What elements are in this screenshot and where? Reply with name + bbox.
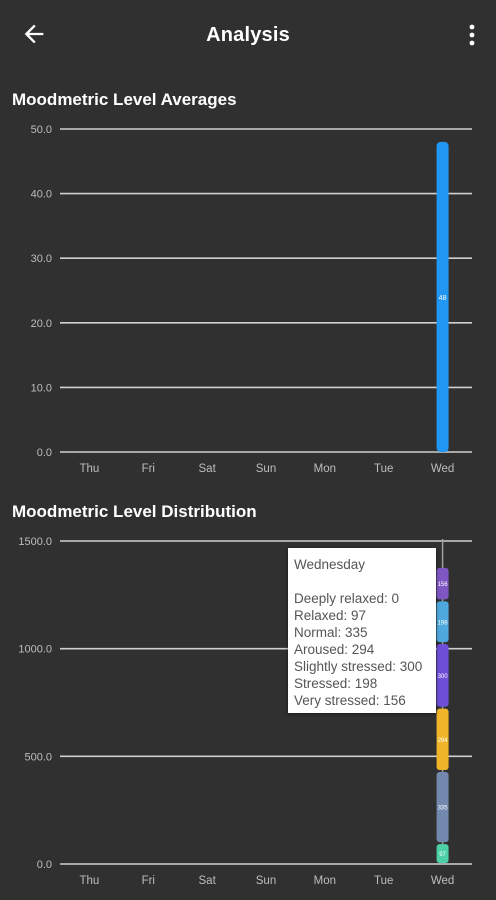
segment-value-label: 97 [439, 852, 446, 858]
arrow-left-icon[interactable] [20, 20, 48, 48]
distribution-section-title: Moodmetric Level Distribution [12, 502, 257, 521]
tooltip-line: Stressed: 198 [294, 676, 378, 691]
more-vert-icon[interactable] [466, 22, 478, 48]
y-tick-label: 1500.0 [18, 536, 52, 548]
average-bar[interactable] [436, 141, 449, 453]
x-tick-label: Fri [142, 875, 155, 887]
x-tick-label: Fri [142, 463, 155, 475]
tooltip-day: Wednesday [294, 557, 366, 572]
x-tick-label: Thu [80, 875, 100, 887]
y-tick-label: 30.0 [31, 253, 52, 265]
x-tick-label: Thu [80, 463, 100, 475]
distribution-segment[interactable] [436, 644, 449, 707]
segment-value-label: 198 [438, 620, 449, 626]
x-tick-label: Sun [256, 875, 276, 887]
averages-chart: 0.0 10.0 20.0 30.0 40.0 50.0 Thu Fri Sat Sun Mon Tu… [31, 124, 472, 475]
distribution-segment[interactable] [436, 771, 449, 843]
x-tick-label: Wed [431, 875, 454, 887]
app-bar: Analysis [0, 0, 496, 70]
x-tick-label: Sat [199, 875, 217, 887]
distribution-segment[interactable] [436, 567, 449, 600]
bar-value-label: 48 [439, 295, 447, 302]
tooltip-line: Deeply relaxed: 0 [294, 591, 400, 606]
segment-value-label: 335 [438, 806, 449, 812]
x-tick-label: Mon [314, 463, 336, 475]
y-tick-label: 20.0 [31, 318, 52, 330]
y-tick-label: 0.0 [37, 447, 52, 459]
x-tick-label: Sat [199, 463, 217, 475]
x-tick-label: Wed [431, 463, 454, 475]
x-tick-label: Sun [256, 463, 276, 475]
y-tick-label: 1000.0 [18, 644, 52, 656]
x-tick-label: Tue [374, 463, 393, 475]
page-title: Analysis [206, 23, 290, 46]
averages-section-title: Moodmetric Level Averages [12, 90, 237, 109]
chart-tooltip: Wednesday Deeply relaxed: 0 Relaxed: 97 No… [288, 548, 436, 713]
segment-value-label: 156 [438, 582, 449, 588]
x-tick-label: Tue [374, 875, 393, 887]
y-tick-label: 0.0 [37, 859, 52, 871]
segment-value-label: 300 [438, 674, 449, 680]
tooltip-line: Normal: 335 [294, 625, 368, 640]
tooltip-line: Aroused: 294 [294, 642, 375, 657]
segment-value-label: 294 [438, 738, 449, 744]
y-tick-label: 500.0 [24, 751, 52, 763]
tooltip-line: Very stressed: 156 [294, 693, 406, 708]
x-tick-label: Mon [314, 875, 336, 887]
distribution-segment[interactable] [436, 601, 449, 643]
y-tick-label: 40.0 [31, 189, 52, 201]
distribution-segment[interactable] [436, 844, 449, 863]
distribution-segment[interactable] [436, 708, 449, 770]
tooltip-line: Slightly stressed: 300 [294, 659, 423, 674]
y-tick-label: 10.0 [31, 382, 52, 394]
y-tick-label: 50.0 [31, 124, 52, 136]
tooltip-line: Relaxed: 97 [294, 608, 367, 623]
